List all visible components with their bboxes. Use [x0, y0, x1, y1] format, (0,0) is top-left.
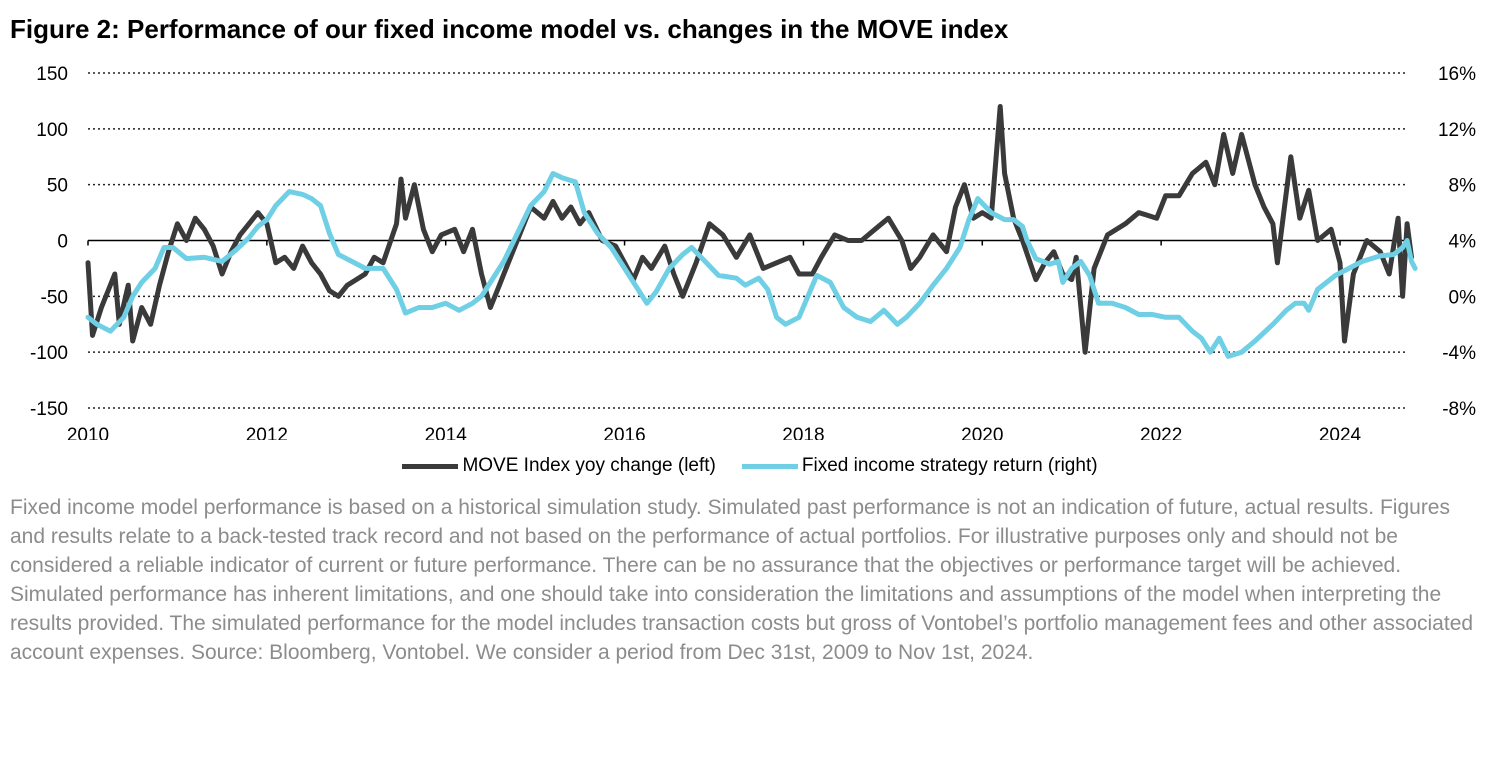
- x-tick-label: 2020: [961, 425, 1003, 440]
- legend-label-move: MOVE Index yoy change (left): [462, 455, 716, 476]
- x-tick-label: 2018: [782, 425, 824, 440]
- left-tick-label: -50: [41, 287, 68, 308]
- x-tick-label: 2014: [425, 425, 468, 440]
- x-tick-label: 2024: [1319, 425, 1362, 440]
- right-tick-label: 4%: [1449, 232, 1477, 253]
- left-tick-label: 50: [47, 176, 68, 197]
- series-line-move: [85, 104, 1414, 355]
- legend-item-strategy: Fixed income strategy return (right): [741, 455, 1098, 477]
- left-tick-label: 150: [36, 64, 68, 85]
- right-tick-label: 0%: [1449, 287, 1477, 308]
- right-tick-label: -4%: [1442, 343, 1476, 364]
- legend-label-strategy: Fixed income strategy return (right): [801, 455, 1098, 476]
- legend-swatch-move: [402, 463, 459, 469]
- legend: MOVE Index yoy change (left) Fixed incom…: [0, 455, 1500, 477]
- left-tick-label: 0: [57, 232, 68, 253]
- x-tick-label: 2022: [1140, 425, 1182, 440]
- left-tick-label: -100: [30, 343, 68, 364]
- series-line-strategy: [85, 171, 1418, 359]
- chart-title: Figure 2: Performance of our fixed incom…: [10, 14, 1009, 44]
- x-tick-label: 2010: [67, 425, 109, 440]
- footnote: Fixed income model performance is based …: [10, 496, 1474, 664]
- legend-swatch-strategy: [741, 463, 798, 469]
- left-tick-label: 100: [36, 120, 68, 141]
- right-tick-label: -8%: [1442, 399, 1476, 420]
- right-tick-label: 12%: [1438, 120, 1476, 141]
- right-tick-label: 16%: [1438, 64, 1476, 85]
- right-tick-label: 8%: [1449, 176, 1477, 197]
- x-tick-label: 2016: [603, 425, 645, 440]
- line-chart: 150 16% 100 12% 50 8% 0 4% -50 0% -100 -4% -150 -8% 20…: [30, 64, 1477, 440]
- x-tick-label: 2012: [246, 425, 288, 440]
- left-tick-label: -150: [30, 399, 68, 420]
- legend-item-move: MOVE Index yoy change (left): [402, 455, 716, 477]
